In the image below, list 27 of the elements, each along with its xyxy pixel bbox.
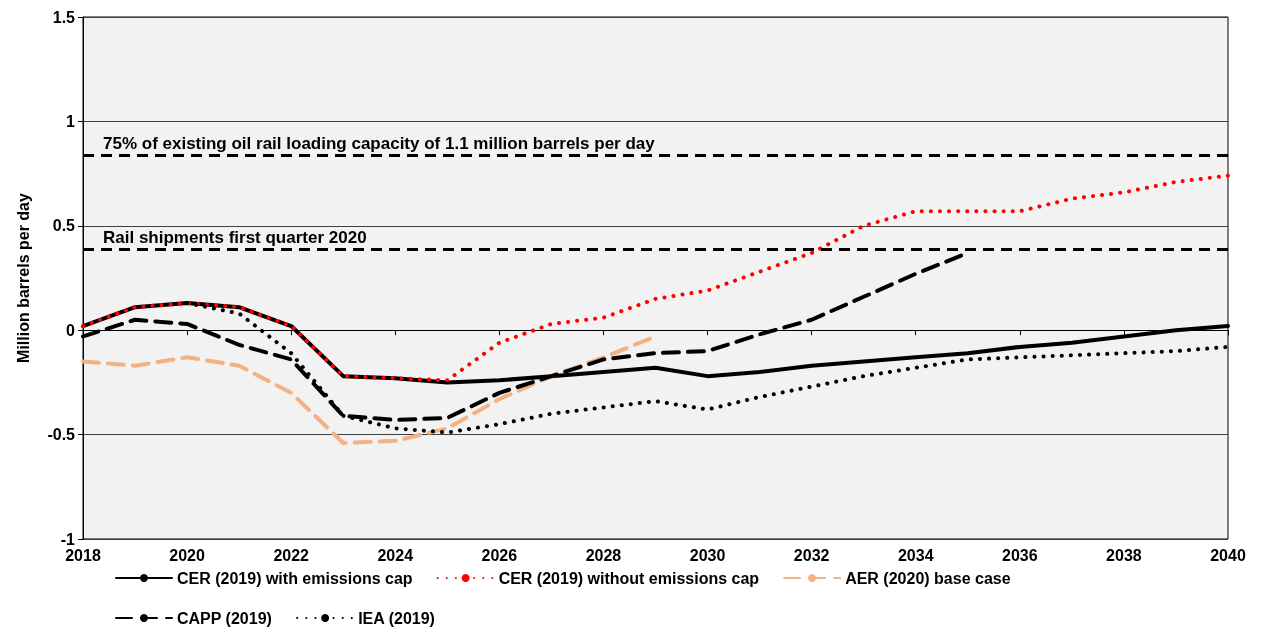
x-tick-label: 2030 — [689, 546, 726, 564]
x-tick-label: 2022 — [273, 546, 310, 564]
x-tick-label: 2040 — [1210, 546, 1246, 564]
ref-line-label: 75% of existing oil rail loading capacity of 1.1 million barrels per day — [103, 133, 656, 153]
x-tick-label: 2028 — [585, 546, 622, 564]
legend-label: CAPP (2019) — [177, 609, 272, 627]
legend-label: CER (2019) with emissions cap — [177, 569, 413, 587]
x-tick-label: 2034 — [897, 546, 934, 564]
legend-label: CER (2019) without emissions cap — [498, 569, 760, 587]
y-tick-label: -1 — [60, 530, 76, 548]
y-tick-label: 1.5 — [52, 8, 76, 26]
y-tick-label: -0.5 — [47, 426, 76, 444]
x-tick-label: 2036 — [1002, 546, 1038, 564]
x-tick-label: 2024 — [377, 546, 414, 564]
ref-line-label: Rail shipments first quarter 2020 — [103, 227, 367, 247]
x-tick-label: 2026 — [481, 546, 518, 564]
y-tick-label: 0.5 — [52, 217, 76, 235]
x-tick-label: 2018 — [65, 546, 101, 564]
y-tick-label: 0 — [66, 321, 76, 339]
x-tick-label: 2038 — [1106, 546, 1142, 564]
y-tick-label: 1 — [66, 112, 76, 130]
x-tick-label: 2020 — [169, 546, 205, 564]
legend-label: AER (2020) base case — [845, 569, 1011, 587]
x-tick-label: 2032 — [793, 546, 830, 564]
legend-label: IEA (2019) — [358, 609, 435, 627]
y-axis-title: Million barrels per day — [14, 192, 32, 363]
line-series — [81, 173, 1230, 383]
